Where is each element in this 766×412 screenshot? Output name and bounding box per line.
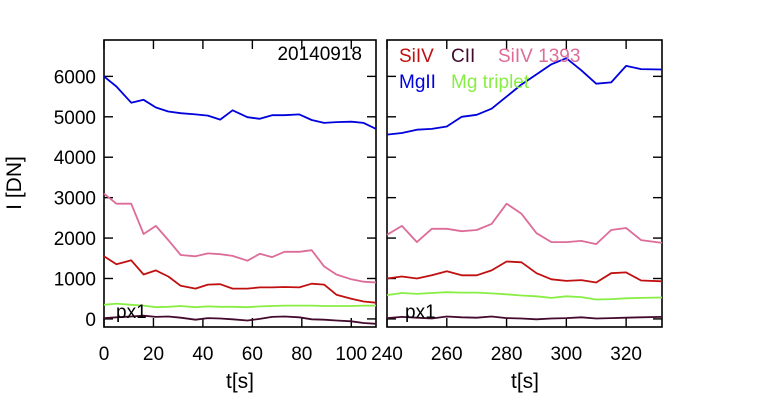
y-tick-label: 4000 — [54, 148, 96, 169]
right-x-axis-title: t[s] — [511, 370, 539, 393]
left-x-tick-label: 60 — [242, 344, 263, 365]
y-tick-label: 6000 — [54, 67, 96, 88]
left-x-tick-label: 20 — [143, 344, 164, 365]
right-annotation-px1: px1 — [405, 302, 436, 323]
left-series-mg-triplet — [103, 302, 376, 309]
left-series-cii — [103, 314, 377, 325]
y-tick-label: 3000 — [54, 189, 96, 210]
legend-cii: CII — [451, 46, 475, 67]
y-tick-label: 5000 — [54, 108, 96, 129]
legend-siiv-1393: SiIV 1393 — [498, 46, 580, 67]
legend-mgii: MgII — [399, 72, 436, 93]
right-plot-frame — [386, 39, 663, 328]
left-series-siiv — [103, 255, 377, 304]
y-tick-label: 0 — [85, 310, 96, 331]
right-series-mgii — [386, 57, 663, 136]
right-series-siiv-1393 — [386, 202, 663, 246]
right-x-tick-label: 260 — [431, 344, 463, 365]
right-x-tick-label: 300 — [550, 344, 582, 365]
left-x-tick-label: 40 — [192, 344, 213, 365]
left-x-axis-title: t[s] — [226, 370, 254, 393]
right-series-cii — [386, 315, 663, 321]
left-annotation-px1: px1 — [116, 302, 147, 323]
left-series-mgii — [103, 75, 377, 130]
right-x-tick-label: 240 — [371, 344, 403, 365]
left-series-siiv-1393 — [103, 192, 377, 284]
y-axis-title: I [DN] — [3, 156, 26, 210]
left-title-date: 20140918 — [277, 44, 362, 65]
right-ticks: 240 260 280 300 320 — [371, 40, 662, 365]
left-plot-frame — [103, 39, 377, 328]
right-x-tick-label: 280 — [491, 344, 523, 365]
left-x-tick-label: 0 — [99, 344, 110, 365]
right-panel: 240 260 280 300 320 SiIV CII SiIV 1393 MgII … — [371, 39, 663, 393]
left-x-tick-label: 100 — [335, 344, 367, 365]
y-tick-label: 1000 — [54, 269, 96, 290]
right-x-tick-label: 320 — [610, 344, 642, 365]
y-tick-label: 2000 — [54, 229, 96, 250]
legend-siiv: SiIV — [399, 46, 434, 67]
right-series — [386, 57, 663, 321]
legend: SiIV CII SiIV 1393 MgII Mg triplet — [399, 46, 580, 93]
left-series — [103, 75, 377, 325]
legend-mg-triplet: Mg triplet — [451, 72, 530, 93]
right-series-siiv — [386, 260, 663, 284]
right-series-mg-triplet — [386, 291, 663, 301]
left-x-tick-label: 80 — [291, 344, 312, 365]
